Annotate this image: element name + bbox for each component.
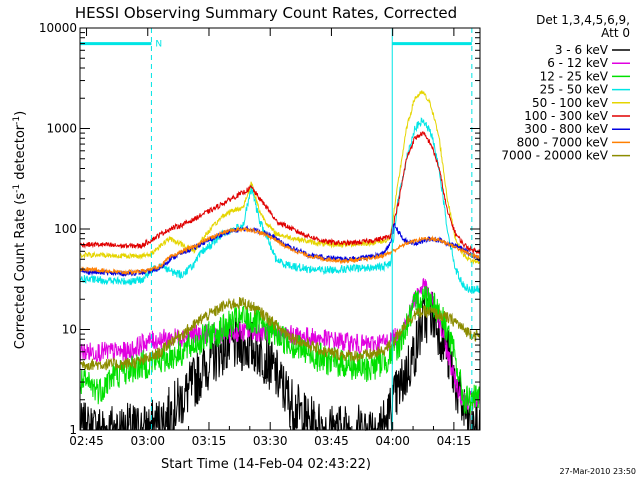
x-tick-label-1: 03:00 (130, 434, 165, 448)
legend-label-5: 100 - 300 keV (524, 109, 608, 123)
series-line-3 (79, 117, 481, 294)
x-axis: 02:45 03:00 03:15 03:30 03:45 04:00 04:15 (69, 28, 475, 448)
y-tick-label-3: 1000 (46, 122, 77, 136)
legend-label-8: 7000 - 20000 keV (501, 149, 608, 163)
x-tick-label-5: 04:00 (375, 434, 410, 448)
y-tick-label-0: 1 (69, 423, 77, 437)
y-axis-label-mid: detector (13, 124, 28, 184)
legend-header-line2: Att 0 (601, 26, 630, 40)
x-tick-label-2: 03:15 (192, 434, 227, 448)
y-axis-label-sup2: -1 (12, 116, 22, 125)
x-tick-label-0: 02:45 (69, 434, 104, 448)
x-tick-label-4: 03:45 (314, 434, 349, 448)
series-line-5 (79, 131, 481, 254)
legend-label-7: 800 - 7000 keV (517, 135, 609, 149)
y-tick-label-2: 100 (54, 222, 77, 236)
y-axis-label-main: Corrected Count Rate (s (13, 193, 28, 350)
x-axis-label: Start Time (14-Feb-04 02:43:22) (161, 457, 371, 472)
x-tick-label-3: 03:30 (253, 434, 288, 448)
legend-label-6: 300 - 800 keV (524, 122, 608, 136)
series-line-6 (79, 223, 481, 277)
y-axis-label-sup1: -1 (12, 184, 22, 193)
date-stamp: 27-Mar-2010 23:50 (560, 467, 637, 476)
series-line-4 (79, 89, 481, 265)
legend-label-0: 3 - 6 keV (555, 43, 609, 57)
legend-label-4: 50 - 100 keV (532, 96, 609, 110)
legend-label-1: 6 - 12 keV (547, 56, 609, 70)
series-line-7 (79, 226, 481, 276)
chart-title: HESSI Observing Summary Count Rates, Cor… (75, 4, 457, 22)
legend-label-2: 12 - 25 keV (540, 69, 609, 83)
attenuator-label: N (155, 40, 162, 50)
series-line-8 (79, 297, 481, 371)
y-axis-label-end: ) (13, 111, 28, 116)
series-layer (79, 89, 481, 432)
legend-label-3: 25 - 50 keV (540, 83, 609, 97)
y-tick-label-1: 10 (62, 323, 77, 337)
series-line-0 (79, 291, 481, 432)
x-tick-label-6: 04:15 (437, 434, 472, 448)
y-tick-label-4: 10000 (39, 21, 77, 35)
y-axis-label: Corrected Count Rate (s-1 detector-1) (12, 111, 28, 349)
y-axis: 1 10 100 1000 10000 (39, 21, 480, 437)
legend-header-line1: Det 1,3,4,5,6,9, (536, 13, 630, 27)
